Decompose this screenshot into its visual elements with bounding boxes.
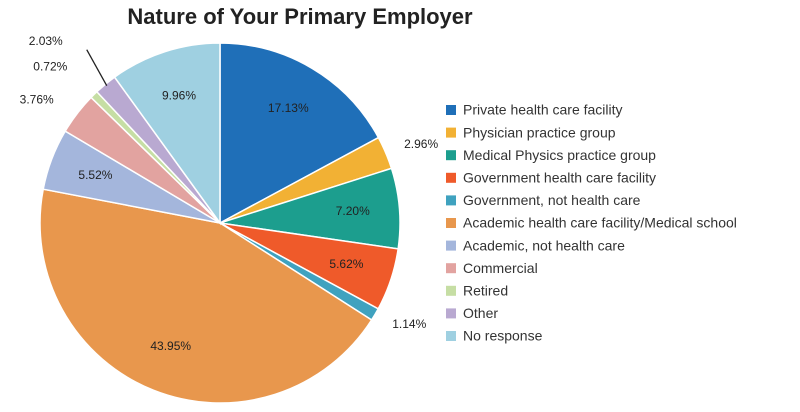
legend-label: Private health care facility [463,102,623,118]
slice-label: 5.52% [78,168,112,182]
legend-swatch [446,331,456,341]
legend-label: Academic health care facility/Medical sc… [463,215,737,231]
legend-swatch [446,308,456,319]
legend-label: Retired [463,283,508,299]
pie-slice [219,42,380,225]
legend-label: Physician practice group [463,124,616,140]
legend-swatch [446,105,456,115]
leader-line [86,49,108,86]
legend-swatch [446,150,456,161]
pie-slice [39,188,373,404]
legend-swatch [446,195,456,206]
legend-label: Other [463,305,498,321]
legend-label: Academic, not health care [463,237,625,253]
slice-label: 3.76% [20,92,54,106]
legend-label: Commercial [463,260,538,276]
legend-swatch [446,240,456,251]
pie-slice [113,42,221,226]
legend-swatch [446,263,456,274]
slice-label: 0.72% [33,60,67,74]
slice-label: 9.96% [162,88,196,102]
legend-label: No response [463,328,543,344]
slice-label: 5.62% [329,257,363,271]
legend-swatch [446,172,456,183]
slice-label: 7.20% [336,204,370,218]
legend-label: Medical Physics practice group [463,147,656,163]
legend-swatch [446,218,456,228]
slice-label: 43.95% [150,339,191,353]
legend-swatch [446,127,456,138]
legend-swatch [446,285,456,296]
slice-label: 17.13% [268,101,309,115]
legend-label: Government health care facility [463,170,656,186]
slice-label: 2.96% [404,137,438,151]
slice-label: 1.14% [392,317,426,331]
chart-title: Nature of Your Primary Employer [127,4,473,29]
legend-label: Government, not health care [463,192,641,208]
slice-label: 2.03% [29,34,63,48]
